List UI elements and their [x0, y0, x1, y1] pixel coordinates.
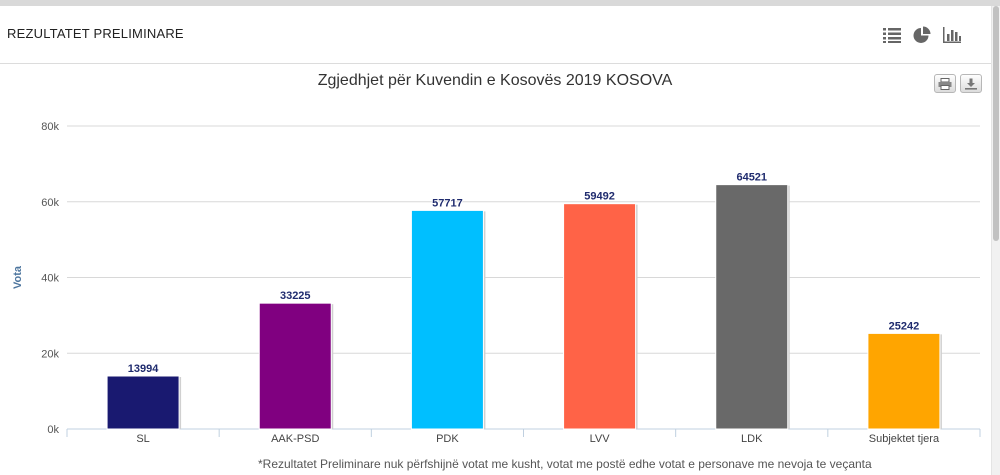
data-label: 13994 — [128, 363, 159, 375]
x-tick-label: AAK-PSD — [271, 433, 319, 445]
bar — [258, 302, 332, 430]
x-tick-label: LDK — [741, 433, 763, 445]
y-tick-label: 20k — [41, 348, 59, 360]
bar-chart-icon[interactable] — [942, 26, 962, 44]
panel-title: REZULTATET PRELIMINARE — [7, 26, 184, 41]
export-buttons — [934, 74, 982, 93]
bar — [106, 375, 180, 430]
y-axis-title: Vota — [12, 265, 24, 289]
data-label: 59492 — [584, 191, 615, 203]
y-tick-label: 0k — [47, 424, 59, 436]
pie-chart-icon[interactable] — [912, 26, 932, 44]
bar — [867, 332, 941, 430]
data-label: 57717 — [432, 197, 463, 209]
data-label: 33225 — [280, 290, 311, 302]
x-tick-label: SL — [136, 433, 149, 445]
y-tick-label: 40k — [41, 273, 59, 285]
footnote: *Rezultatet Preliminare nuk përfshijnë v… — [258, 457, 872, 471]
scrollbar-thumb[interactable] — [993, 6, 999, 241]
x-tick-label: Subjektet tjera — [869, 433, 940, 445]
bar — [410, 209, 484, 430]
chart-title: Zgjedhjet për Kuvendin e Kosovës 2019 KO… — [317, 72, 673, 89]
x-tick-label: PDK — [436, 433, 459, 445]
data-label: 64521 — [736, 172, 767, 184]
bar — [563, 203, 637, 430]
download-icon — [965, 78, 977, 90]
download-button[interactable] — [960, 74, 982, 93]
panel-header: REZULTATET PRELIMINARE — [0, 6, 992, 64]
x-tick-label: LVV — [590, 433, 611, 445]
scrollbar[interactable] — [991, 6, 1000, 475]
y-tick-label: 80k — [41, 121, 59, 133]
view-switcher — [882, 26, 962, 44]
list-icon[interactable] — [882, 26, 902, 44]
top-strip — [0, 0, 1000, 6]
print-button[interactable] — [934, 74, 956, 93]
bar — [715, 184, 789, 430]
print-icon — [938, 77, 952, 90]
y-tick-label: 60k — [41, 197, 59, 209]
data-label: 25242 — [889, 320, 920, 332]
